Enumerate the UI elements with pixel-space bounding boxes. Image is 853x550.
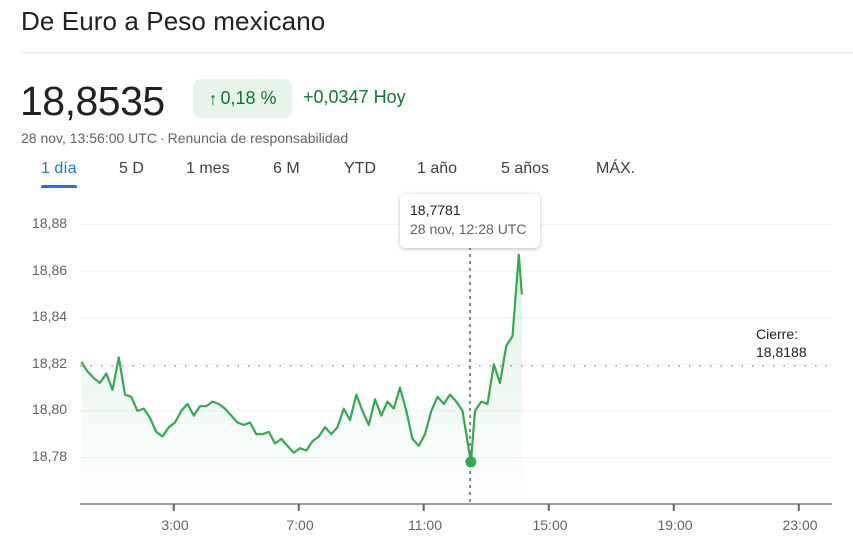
y-tick-label: 18,86 bbox=[32, 262, 68, 278]
title-divider bbox=[21, 52, 853, 53]
quote-timestamp: 28 nov, 13:56:00 UTC bbox=[21, 130, 157, 146]
price-area bbox=[81, 254, 522, 504]
page-title: De Euro a Peso mexicano bbox=[21, 6, 326, 36]
x-tick-label: 23:00 bbox=[782, 517, 818, 533]
tab-1-ano[interactable]: 1 año bbox=[417, 160, 458, 177]
x-tick-label: 15:00 bbox=[532, 517, 568, 533]
tab-1-dia[interactable]: 1 día bbox=[41, 160, 77, 188]
y-tick-label: 18,88 bbox=[32, 215, 68, 231]
tooltip-time: 28 nov, 12:28 UTC bbox=[410, 221, 527, 237]
highlight-point bbox=[465, 456, 477, 468]
current-price: 18,8535 bbox=[20, 78, 165, 124]
x-tick-label: 3:00 bbox=[161, 517, 189, 533]
chart-tooltip: 18,7781 28 nov, 12:28 UTC bbox=[400, 194, 540, 248]
quote-meta: 28 nov, 13:56:00 UTC · Renuncia de respons… bbox=[21, 130, 348, 146]
disclaimer-link[interactable]: Renuncia de responsabilidad bbox=[167, 130, 349, 146]
y-tick-label: 18,82 bbox=[32, 355, 68, 371]
arrow-up-icon: ↑ bbox=[208, 88, 218, 109]
meta-separator: · bbox=[159, 130, 165, 146]
change-absolute: +0,0347 Hoy bbox=[303, 87, 406, 108]
change-percent-badge: ↑ 0,18 % bbox=[193, 79, 292, 118]
x-tick-label: 19:00 bbox=[657, 517, 693, 533]
tab-ytd[interactable]: YTD bbox=[344, 160, 376, 177]
x-tick-label: 11:00 bbox=[408, 517, 442, 533]
y-tick-label: 18,80 bbox=[32, 401, 68, 417]
tooltip-value: 18,7781 bbox=[410, 202, 461, 218]
tab-max[interactable]: MÁX. bbox=[596, 160, 636, 177]
y-tick-label: 18,84 bbox=[32, 308, 68, 324]
tab-6-m[interactable]: 6 M bbox=[273, 160, 300, 177]
price-line bbox=[80, 253, 523, 464]
tab-5-d[interactable]: 5 D bbox=[119, 160, 144, 177]
close-label-text: Cierre: bbox=[756, 326, 799, 342]
x-tick-label: 7:00 bbox=[286, 517, 314, 533]
change-percent-value: 0,18 % bbox=[220, 88, 277, 108]
close-value: 18,8188 bbox=[756, 344, 807, 360]
tab-5-anos[interactable]: 5 años bbox=[501, 160, 550, 177]
y-tick-label: 18,78 bbox=[32, 448, 68, 464]
x-axis-ticks bbox=[172, 504, 800, 511]
previous-close-label: Cierre: 18,8188 bbox=[756, 325, 807, 361]
change-absolute-value: +0,0347 bbox=[303, 87, 369, 107]
tab-1-mes[interactable]: 1 mes bbox=[186, 160, 230, 177]
change-period: Hoy bbox=[373, 87, 406, 107]
